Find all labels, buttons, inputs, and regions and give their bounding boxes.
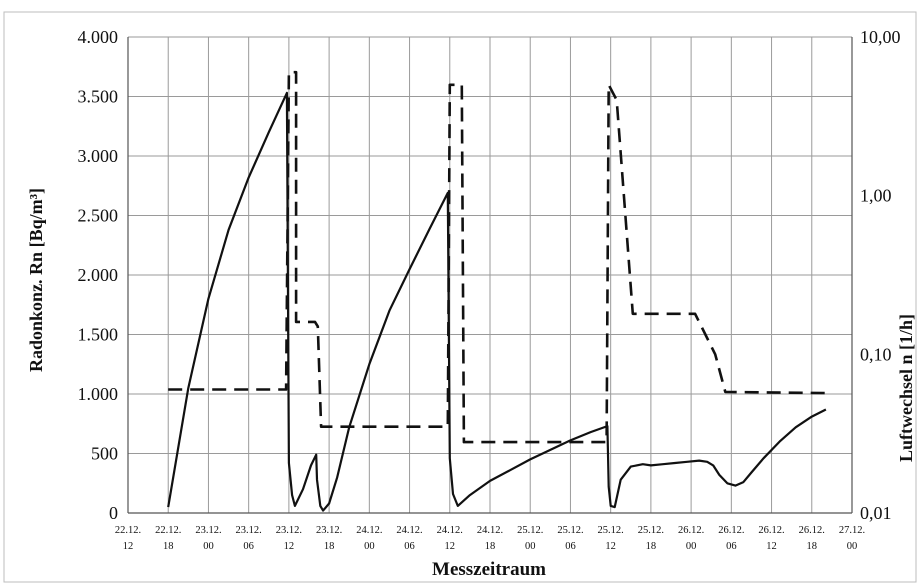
x-tick-label-hour: 06: [565, 541, 576, 552]
x-tick-label-date: 24.12.: [356, 525, 382, 536]
x-tick-label-hour: 00: [686, 541, 697, 552]
y-right-tick-label: 1,00: [860, 186, 892, 206]
y-right-tick-label: 0,10: [860, 344, 892, 364]
x-tick-label-hour: 06: [243, 541, 254, 552]
x-tick-label-hour: 00: [525, 541, 536, 552]
x-tick-label-hour: 00: [203, 541, 214, 552]
x-tick-label-hour: 12: [766, 541, 777, 552]
x-tick-label-hour: 00: [364, 541, 375, 552]
x-tick-label-hour: 12: [284, 541, 295, 552]
x-tick-label-date: 26.12.: [799, 525, 825, 536]
x-tick-label-date: 27.12.: [839, 525, 865, 536]
x-tick-label-hour: 06: [726, 541, 737, 552]
y-left-tick-label: 4.000: [78, 27, 119, 47]
x-tick-label-hour: 12: [445, 541, 456, 552]
x-tick-label-date: 22.12.: [155, 525, 181, 536]
series-radon-line: [167, 91, 827, 512]
x-tick-label-date: 22.12.: [115, 525, 141, 536]
y-axis-right-title: Luftwechsel n [1/h]: [896, 314, 916, 462]
x-tick-label-hour: 06: [404, 541, 415, 552]
x-tick-label-hour: 12: [123, 541, 134, 552]
x-tick-label-date: 24.12.: [396, 525, 422, 536]
x-tick-label-hour: 18: [485, 541, 496, 552]
x-tick-label-date: 23.12.: [316, 525, 342, 536]
x-tick-label-hour: 18: [324, 541, 335, 552]
x-tick-label-date: 26.12.: [718, 525, 744, 536]
x-tick-label-date: 25.12.: [517, 525, 543, 536]
x-tick-label-date: 24.12.: [477, 525, 503, 536]
x-axis-title: Messzeitraum: [432, 559, 546, 580]
y-left-tick-label: 3.000: [78, 146, 119, 166]
x-tick-label-hour: 12: [605, 541, 616, 552]
x-tick-label-date: 23.12.: [276, 525, 302, 536]
x-tick-label-hour: 18: [807, 541, 818, 552]
y-left-tick-label: 2.500: [78, 206, 119, 226]
axes: [127, 37, 853, 514]
y-left-tick-label: 0: [109, 503, 118, 523]
x-tick-label-date: 25.12.: [638, 525, 664, 536]
x-tick-label-hour: 18: [646, 541, 657, 552]
x-tick-label-hour: 00: [847, 541, 858, 552]
y-right-tick-label: 10,00: [860, 27, 901, 47]
y-axis-left-title: Radonkonz. Rn [Bq/m³]: [26, 188, 46, 372]
grid: [127, 36, 853, 514]
series-layer: [167, 70, 827, 512]
y-right-tick-label: 0,01: [860, 503, 892, 523]
series-airchange-line: [168, 70, 826, 444]
y-left-tick-label: 500: [91, 444, 118, 464]
x-tick-label-date: 23.12.: [236, 525, 262, 536]
y-left-tick-label: 1.500: [78, 325, 119, 345]
y-left-tick-label: 3.500: [78, 87, 119, 107]
x-tick-label-date: 25.12.: [598, 525, 624, 536]
x-tick-label-date: 26.12.: [678, 525, 704, 536]
x-tick-label-hour: 18: [163, 541, 174, 552]
x-tick-label-date: 26.12.: [758, 525, 784, 536]
y-left-tick-label: 2.000: [78, 265, 119, 285]
x-tick-label-date: 24.12.: [437, 525, 463, 536]
tick-labels: 0 500 1.000 1.500 2.000 2.500 3.000 3.500 4.000 0…: [78, 27, 901, 552]
y-left-tick-label: 1.000: [78, 384, 119, 404]
x-tick-label-date: 25.12.: [557, 525, 583, 536]
x-tick-label-date: 23.12.: [195, 525, 221, 536]
